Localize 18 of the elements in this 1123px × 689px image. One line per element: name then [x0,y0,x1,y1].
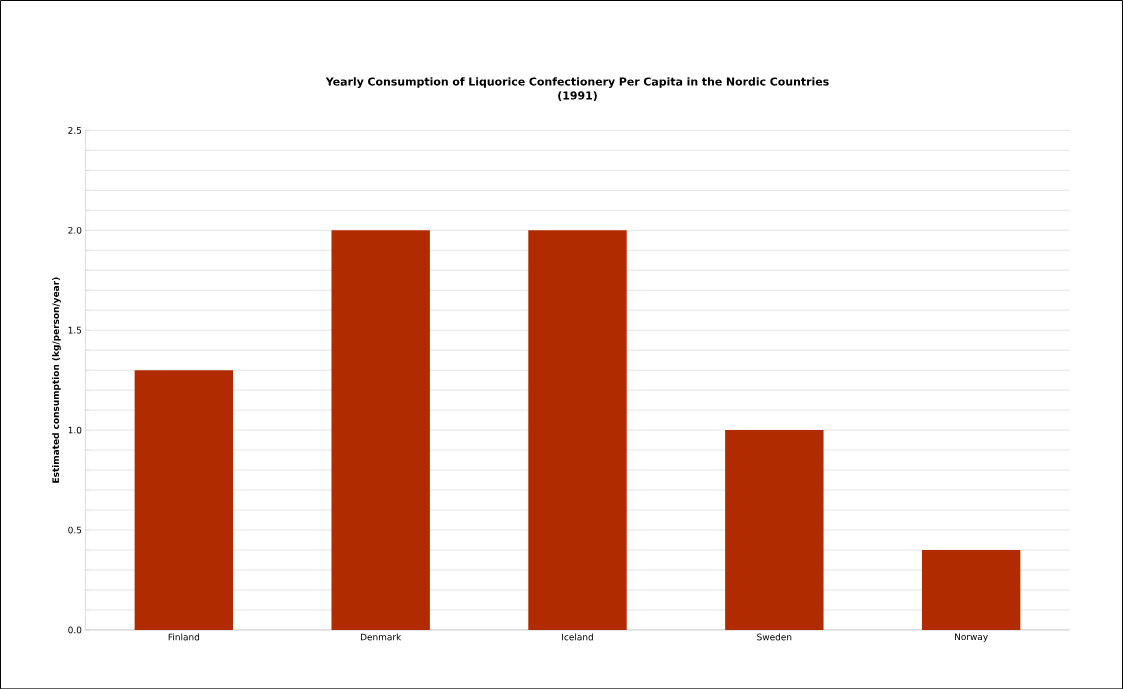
y-tick-label: 0.5 [68,526,82,534]
chart-title: Yearly Consumption of Liquorice Confectionery Per Capita in the Nordic Countries (1991) [325,77,829,101]
y-tick-label: 1.5 [68,326,82,334]
bar [725,429,824,630]
x-tick-label: Finland [168,633,200,641]
bar [331,230,430,630]
x-tick-label: Iceland [562,633,593,641]
y-tick-label: 2.5 [68,126,82,134]
bar [528,230,627,630]
x-tick-label: Denmark [360,633,402,641]
y-axis-title: Estimated consumption (kg/person/year) [52,277,61,483]
x-tick-label: Sweden [757,633,792,641]
y-tick-label: 2.0 [68,226,82,234]
bar [921,549,1021,630]
bar [134,369,234,630]
y-tick-label: 1.0 [68,426,82,434]
y-tick-label: 0.0 [68,626,82,634]
x-tick-label: Norway [955,633,988,642]
